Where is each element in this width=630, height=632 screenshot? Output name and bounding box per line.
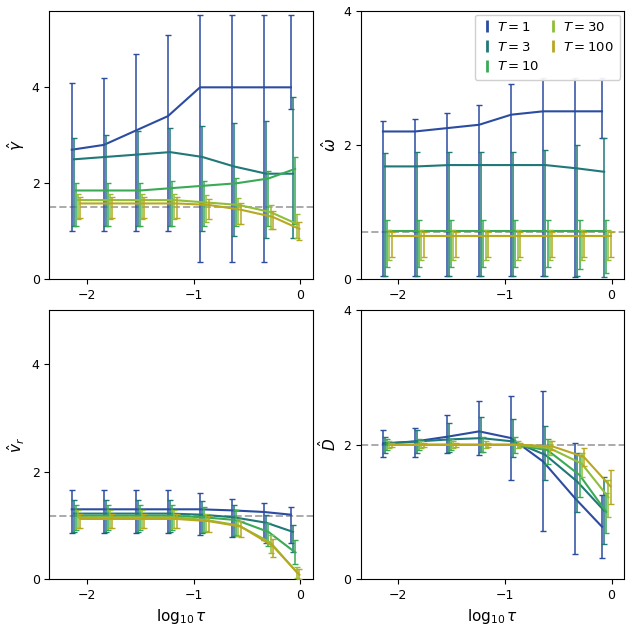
Y-axis label: $\hat{D}$: $\hat{D}$ xyxy=(317,439,339,451)
Y-axis label: $\hat{\gamma}$: $\hat{\gamma}$ xyxy=(6,139,28,151)
X-axis label: $\log_{10} \tau$: $\log_{10} \tau$ xyxy=(467,607,518,626)
Y-axis label: $\hat{v}_r$: $\hat{v}_r$ xyxy=(6,437,28,453)
Y-axis label: $\hat{\omega}$: $\hat{\omega}$ xyxy=(320,138,339,152)
Legend: $T = 1$, $T = 3$, $T = 10$, $T = 30$, $T = 100$: $T = 1$, $T = 3$, $T = 10$, $T = 30$, $T… xyxy=(474,15,621,80)
X-axis label: $\log_{10} \tau$: $\log_{10} \tau$ xyxy=(156,607,207,626)
